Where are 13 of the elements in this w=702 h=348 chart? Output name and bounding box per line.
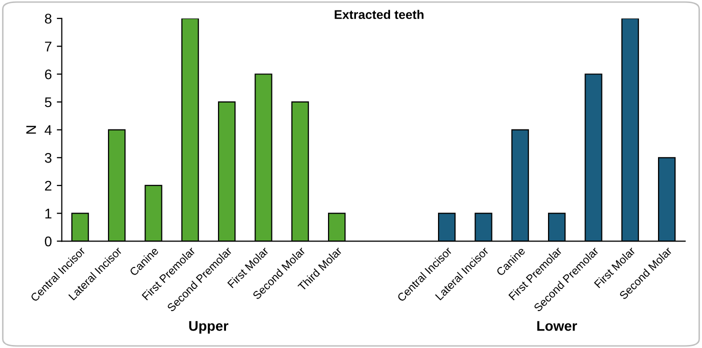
y-tick-label: 1 bbox=[45, 208, 52, 218]
y-tick-label: 8 bbox=[44, 14, 52, 24]
text: Lower bbox=[537, 321, 578, 331]
y-tick-label: 5 bbox=[44, 97, 52, 108]
y-tick-label: 2 bbox=[45, 180, 52, 191]
y-axis-title: N bbox=[26, 126, 36, 134]
chart-title: Extracted teeth bbox=[334, 10, 424, 20]
text: Upper bbox=[189, 321, 228, 334]
y-tick-label: 6 bbox=[45, 69, 52, 80]
y-tick-label: 3 bbox=[44, 152, 52, 163]
y-tick-label: 4 bbox=[44, 125, 52, 135]
y-tick-label: 7 bbox=[45, 42, 52, 52]
y-tick-label: 0 bbox=[44, 236, 52, 246]
